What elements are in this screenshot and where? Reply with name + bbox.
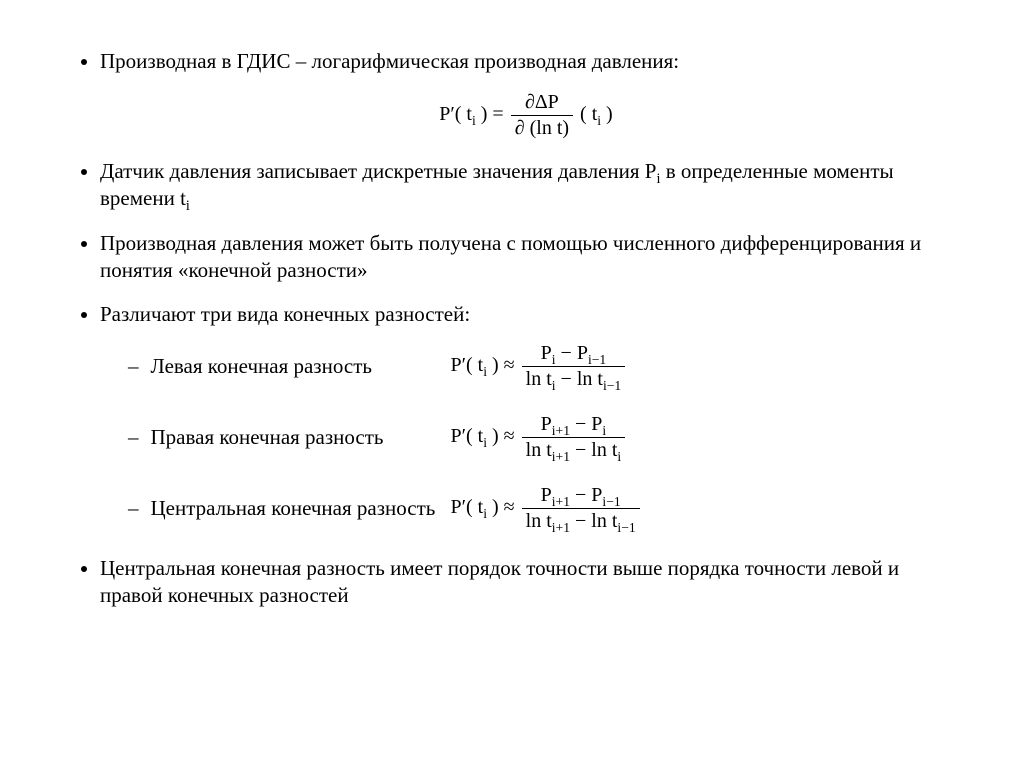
bullet-5-text: Центральная конечная разность имеет поря… — [100, 556, 899, 607]
sub-item-central: Центральная конечная разность P′( ti ) ≈… — [128, 484, 952, 533]
sub-central-label: Центральная конечная разность — [151, 495, 451, 522]
t: i+1 — [552, 449, 570, 464]
t: − ln t — [570, 510, 617, 532]
f-cent-num: Pi+1 − Pi−1 — [522, 484, 640, 509]
f-main-rhs: ( t — [580, 103, 597, 125]
t: P — [541, 484, 552, 506]
f-main-frac: ∂ΔP ∂ (ln t) — [511, 91, 573, 140]
formula-main: P′( ti ) = ∂ΔP ∂ (ln t) ( ti ) — [439, 103, 612, 125]
sub-list: Левая конечная разность P′( t i ) ≈ Pi − … — [100, 342, 952, 533]
f-left-lhs-end: ) ≈ — [487, 354, 515, 376]
t: − ln t — [570, 439, 617, 461]
f-main-rhs-end: ) — [601, 103, 613, 125]
main-formula: P′( ti ) = ∂ΔP ∂ (ln t) ( ti ) — [100, 91, 952, 140]
t: P — [541, 342, 552, 364]
f-right-lhs: P′( t — [451, 425, 484, 447]
f-main-num: ∂ΔP — [511, 91, 573, 116]
bullet-3-text: Производная давления может быть получена… — [100, 231, 921, 282]
bullet-item-2: Датчик давления записывает дискретные зн… — [100, 158, 952, 212]
t: i — [602, 423, 606, 438]
t: ln t — [526, 439, 552, 461]
t: i−1 — [617, 520, 635, 535]
bullet-item-5: Центральная конечная разность имеет поря… — [100, 555, 952, 609]
t: i−1 — [602, 494, 620, 509]
formula-left: P′( ti ) ≈ Pi − Pi−1 ln ti − ln ti−1 — [451, 342, 628, 391]
bullet-2-sub2: i — [186, 198, 190, 214]
bullet-item-4: Различают три вида конечных разностей: Л… — [100, 301, 952, 533]
f-main-lhs-end: ) = — [476, 103, 504, 125]
f-cent-den: ln ti+1 − ln ti−1 — [522, 509, 640, 533]
f-main-lhs: P′( t — [439, 103, 472, 125]
sub-item-right: Правая конечная разность P′( t i ) ≈ Pi+1… — [128, 413, 952, 462]
f-left-frac: Pi − Pi−1 ln ti − ln ti−1 — [522, 342, 626, 391]
t: − P — [556, 342, 588, 364]
bullet-2-text-a: Датчик давления записывает дискретные зн… — [100, 159, 656, 183]
f-right-frac: Pi+1 − Pi ln ti+1 − ln ti — [522, 413, 626, 462]
f-right-num: Pi+1 − Pi — [522, 413, 626, 438]
bullet-1-text: Производная в ГДИС – логарифмическая про… — [100, 49, 679, 73]
f-left-lhs: P′( t — [451, 354, 484, 376]
t: ln t — [526, 368, 552, 390]
formula-right: P′( ti ) ≈ Pi+1 − Pi ln ti+1 − ln ti — [451, 413, 628, 462]
bullet-item-1: Производная в ГДИС – логарифмическая про… — [100, 48, 952, 140]
f-cent-lhs-end: ) ≈ — [487, 496, 515, 518]
f-main-den: ∂ (ln t) — [511, 116, 573, 140]
f-cent-lhs: P′( t — [451, 496, 484, 518]
f-right-lhs-end: ) ≈ — [487, 425, 515, 447]
f-left-den: ln ti − ln ti−1 — [522, 367, 626, 391]
t: i−1 — [588, 352, 606, 367]
sub-left-label: Левая конечная разность — [151, 353, 451, 380]
formula-central: P′( ti ) ≈ Pi+1 − Pi−1 ln ti+1 − ln ti−1 — [451, 484, 642, 533]
t: i−1 — [603, 378, 621, 393]
sub-item-left: Левая конечная разность P′( ti ) ≈ Pi − … — [128, 342, 952, 391]
bullet-list: Производная в ГДИС – логарифмическая про… — [72, 48, 952, 609]
t: − ln t — [556, 368, 603, 390]
sub-right-label: Правая конечная разность — [151, 424, 451, 451]
t: i+1 — [552, 423, 570, 438]
document-page: Производная в ГДИС – логарифмическая про… — [0, 0, 1024, 609]
f-cent-frac: Pi+1 − Pi−1 ln ti+1 − ln ti−1 — [522, 484, 640, 533]
bullet-item-3: Производная давления может быть получена… — [100, 230, 952, 284]
t: i — [617, 449, 621, 464]
t: − P — [570, 484, 602, 506]
t: i+1 — [552, 494, 570, 509]
bullet-4-text: Различают три вида конечных разностей: — [100, 302, 470, 326]
f-left-num: Pi − Pi−1 — [522, 342, 626, 367]
f-right-den: ln ti+1 − ln ti — [522, 438, 626, 462]
t: ln t — [526, 510, 552, 532]
t: − P — [570, 413, 602, 435]
t: P — [541, 413, 552, 435]
t: i+1 — [552, 520, 570, 535]
